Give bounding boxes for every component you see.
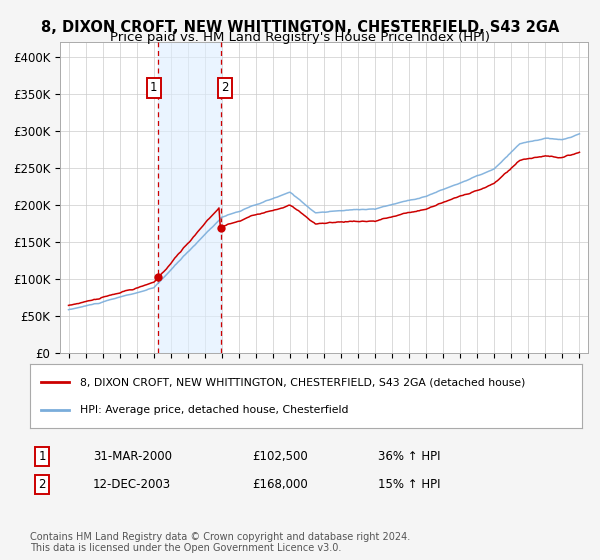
Text: 2: 2 <box>221 81 229 95</box>
Text: HPI: Average price, detached house, Chesterfield: HPI: Average price, detached house, Ches… <box>80 405 348 416</box>
Text: 2: 2 <box>38 478 46 491</box>
Text: 12-DEC-2003: 12-DEC-2003 <box>93 478 171 491</box>
Text: 8, DIXON CROFT, NEW WHITTINGTON, CHESTERFIELD, S43 2GA (detached house): 8, DIXON CROFT, NEW WHITTINGTON, CHESTER… <box>80 377 525 387</box>
Text: 31-MAR-2000: 31-MAR-2000 <box>93 450 172 463</box>
Text: £102,500: £102,500 <box>252 450 308 463</box>
Text: 1: 1 <box>150 81 157 95</box>
Text: 1: 1 <box>38 450 46 463</box>
Text: 8, DIXON CROFT, NEW WHITTINGTON, CHESTERFIELD, S43 2GA: 8, DIXON CROFT, NEW WHITTINGTON, CHESTER… <box>41 20 559 35</box>
Text: Contains HM Land Registry data © Crown copyright and database right 2024.
This d: Contains HM Land Registry data © Crown c… <box>30 531 410 553</box>
Text: £168,000: £168,000 <box>252 478 308 491</box>
Text: 15% ↑ HPI: 15% ↑ HPI <box>378 478 440 491</box>
Text: 36% ↑ HPI: 36% ↑ HPI <box>378 450 440 463</box>
Bar <box>158 42 221 353</box>
Text: Price paid vs. HM Land Registry's House Price Index (HPI): Price paid vs. HM Land Registry's House … <box>110 31 490 44</box>
